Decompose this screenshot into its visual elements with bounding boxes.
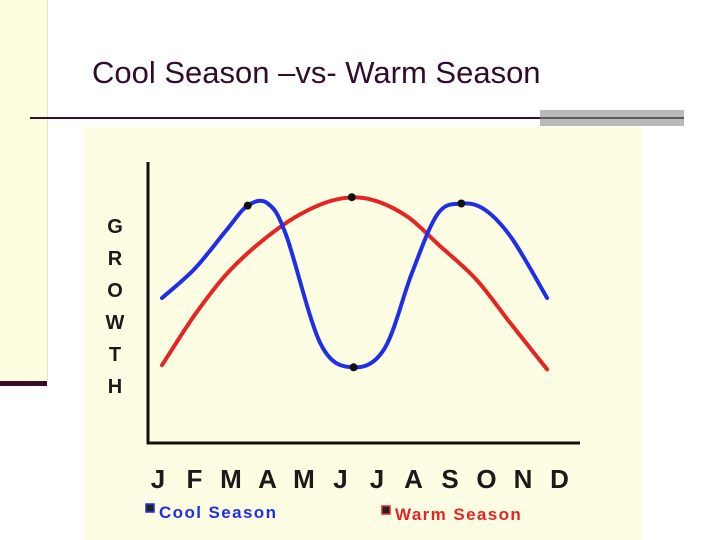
x-tick-label: M bbox=[293, 464, 315, 494]
legend-swatch-cool-season bbox=[145, 503, 155, 513]
y-axis-label-letter: H bbox=[108, 376, 122, 398]
y-axis-label-letter: W bbox=[106, 312, 125, 334]
y-axis-label-letter: T bbox=[109, 344, 121, 366]
title-rule-accent-line bbox=[540, 117, 684, 119]
x-tick-label: S bbox=[441, 464, 458, 494]
slide-title: Cool Season –vs- Warm Season bbox=[92, 55, 541, 90]
x-tick-label: O bbox=[476, 464, 496, 494]
cool-season-marker bbox=[457, 199, 466, 208]
x-tick-label: A bbox=[258, 464, 277, 494]
x-tick-label: J bbox=[370, 464, 384, 494]
x-tick-label: A bbox=[404, 464, 423, 494]
title-underline bbox=[30, 117, 540, 119]
legend-swatch-warm-season bbox=[381, 505, 391, 515]
x-tick-label: J bbox=[151, 464, 165, 494]
side-decoration-bar bbox=[0, 381, 47, 386]
side-decoration-band bbox=[0, 0, 48, 382]
x-tick-label: M bbox=[220, 464, 242, 494]
x-tick-label: J bbox=[333, 464, 347, 494]
y-axis-label-letter: G bbox=[107, 216, 123, 238]
cool-season-marker bbox=[349, 363, 358, 372]
legend-label-cool-season: Cool Season bbox=[159, 503, 277, 522]
x-tick-label: D bbox=[550, 464, 569, 494]
y-axis-label-letter: R bbox=[108, 248, 123, 270]
legend-label-warm-season: Warm Season bbox=[395, 505, 522, 524]
x-tick-label: F bbox=[187, 464, 203, 494]
warm-season-marker bbox=[347, 193, 356, 202]
y-axis-label-letter: O bbox=[107, 280, 123, 302]
warm-season-line bbox=[160, 195, 550, 372]
x-tick-label: N bbox=[514, 464, 533, 494]
cool-season-marker bbox=[243, 201, 252, 210]
